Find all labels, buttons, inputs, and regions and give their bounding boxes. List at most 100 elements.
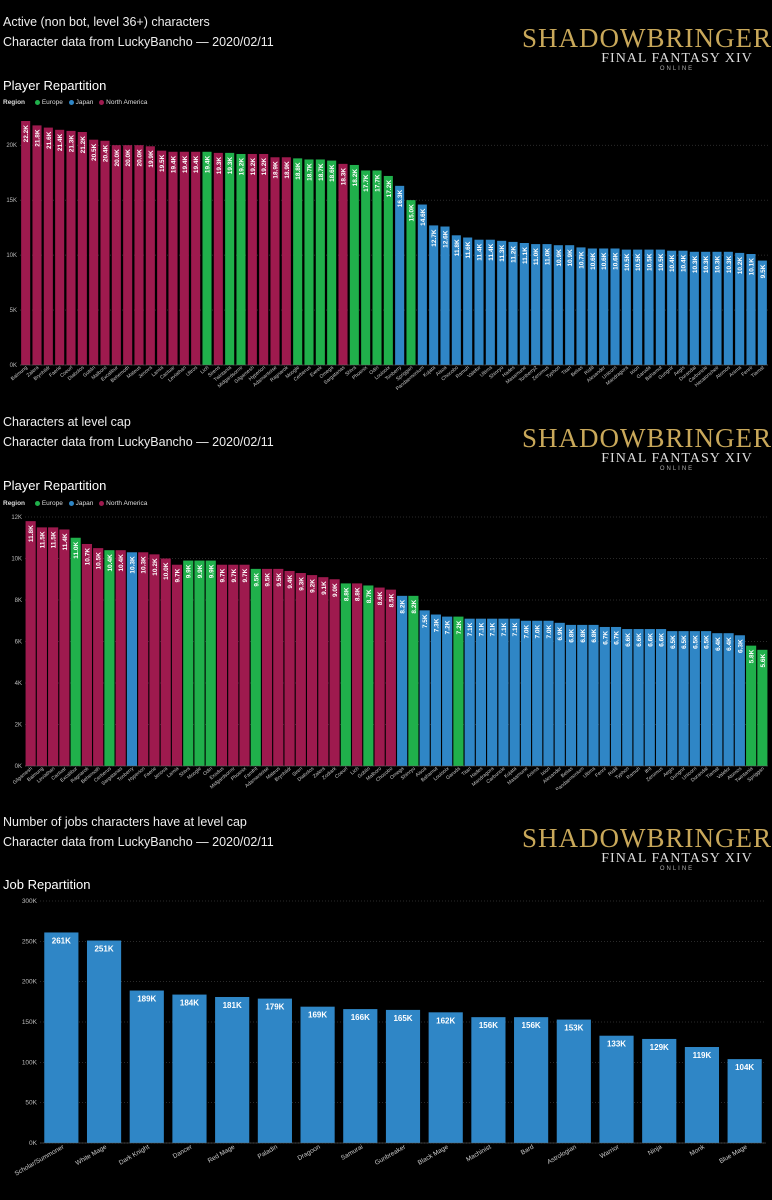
bar (171, 564, 183, 766)
bar (395, 185, 405, 365)
data-label: 19.5K (159, 154, 166, 172)
data-label: 9.5K (276, 573, 283, 587)
bar (59, 529, 70, 766)
data-label: 129K (650, 1043, 669, 1052)
data-label: 20.5K (91, 143, 98, 161)
bar (642, 1038, 677, 1143)
bar (77, 131, 87, 365)
bar (565, 245, 575, 365)
y-tick-label: 0K (15, 764, 22, 770)
bar (236, 153, 246, 365)
data-label: 156K (522, 1021, 541, 1030)
bar (86, 940, 122, 1143)
x-tick-label: Ultros (185, 365, 199, 378)
bar (32, 125, 42, 365)
bar (587, 248, 597, 365)
data-label: 9.9K (208, 564, 215, 578)
x-tick-label: White Mage (75, 1143, 109, 1167)
legend-na-icon (99, 99, 105, 105)
x-tick-label: Lich (199, 365, 210, 376)
data-label: 11.0K (533, 248, 540, 265)
chart-title: Job Repartition (3, 877, 91, 892)
data-label: 11.5K (51, 531, 58, 548)
data-label: 7.1K (467, 622, 474, 636)
x-tick-label: Dragoon (296, 1143, 321, 1162)
bar (406, 200, 416, 365)
bar (318, 577, 329, 766)
data-label: 119K (693, 1051, 712, 1060)
bar (21, 121, 31, 365)
bar (655, 249, 665, 365)
bar (115, 550, 126, 766)
y-tick-label: 100K (22, 1059, 38, 1066)
data-label: 7.3K (433, 618, 440, 632)
bar (497, 240, 507, 365)
data-label: 6.3K (737, 639, 744, 653)
header-subtitle: Character data from LuckyBancho — 2020/0… (3, 435, 274, 449)
data-label: 6.9K (557, 627, 564, 641)
bar (712, 251, 722, 365)
y-tick-label: 5K (10, 308, 17, 314)
x-tick-label: Monk (689, 1143, 707, 1157)
data-label: 9.7K (242, 568, 249, 582)
bar (343, 1009, 378, 1143)
bar (621, 249, 631, 365)
bar (284, 570, 295, 766)
data-label: 10.3K (715, 256, 722, 274)
bar (532, 620, 543, 766)
data-label: 10.3K (726, 256, 733, 274)
data-label: 19.4K (171, 155, 178, 173)
bar (633, 629, 644, 766)
data-label: 156K (479, 1021, 498, 1030)
data-label: 17.2K (386, 180, 393, 198)
data-label: 8.8K (343, 587, 350, 601)
panel-jobs: Number of jobs characters have at level … (0, 810, 772, 1200)
data-label: 10.3K (129, 556, 136, 574)
legend-japan: Japan (75, 99, 94, 106)
bar (361, 170, 371, 365)
data-label: 11.3K (499, 245, 506, 262)
data-label: 8.7K (366, 589, 373, 603)
bar (247, 153, 257, 365)
bar (70, 537, 81, 766)
data-label: 18.9K (273, 161, 280, 179)
x-tick-label: Red Mage (207, 1143, 237, 1164)
x-tick-label: Titan (561, 365, 573, 377)
header-title: Characters at level cap (3, 415, 131, 429)
chart-active-characters: 0K5K10K15K20K22.2KBalmung21.8KZalera21.6… (6, 121, 768, 390)
bar (307, 575, 318, 766)
data-label: 11.1K (522, 247, 529, 264)
data-label: 10.1K (749, 258, 756, 276)
x-tick-label: Lich (349, 766, 360, 777)
data-label: 6.6K (625, 633, 632, 647)
bar (43, 127, 53, 365)
data-label: 9.0K (332, 583, 339, 597)
data-label: 18.3K (341, 168, 348, 186)
y-tick-label: 200K (22, 979, 38, 986)
data-label: 10.4K (107, 554, 114, 572)
data-label: 10.6K (613, 252, 620, 270)
data-label: 19.4K (182, 155, 189, 173)
bar (261, 568, 273, 766)
x-tick-label: Samurai (340, 1144, 364, 1162)
bar (542, 244, 552, 365)
chart-legend: Region Europe Japan North America (3, 99, 148, 106)
legend-europe-icon (34, 99, 40, 105)
data-label: 19.3K (227, 157, 234, 175)
bar (194, 560, 205, 766)
bar (374, 587, 385, 766)
bar (300, 1006, 335, 1143)
x-tick-label: Gunbreaker (374, 1143, 408, 1167)
panel-level-cap-characters: Characters at level cap Character data f… (0, 400, 772, 790)
bar (633, 249, 643, 365)
data-label: 21.8K (35, 129, 42, 147)
bar (385, 1009, 421, 1143)
y-tick-label: 0K (10, 363, 17, 369)
data-label: 9.9K (197, 564, 204, 578)
bar (172, 994, 207, 1143)
data-label: 165K (393, 1014, 412, 1023)
chart-legend: Region Europe Japan North America (3, 500, 148, 507)
data-label: 6.4K (715, 637, 722, 651)
y-tick-label: 2K (15, 723, 22, 729)
bar (689, 251, 699, 365)
